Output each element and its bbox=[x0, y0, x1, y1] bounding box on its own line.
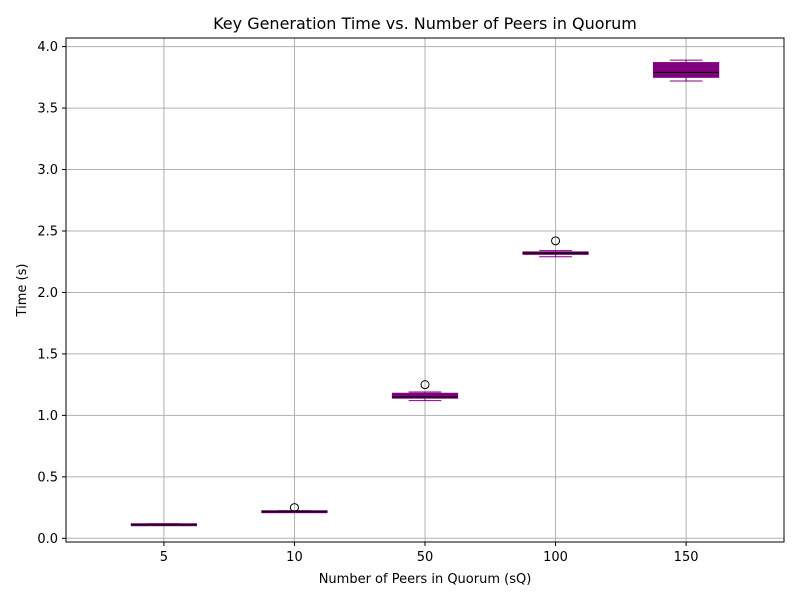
x-tick-label: 10 bbox=[286, 550, 303, 565]
box-body bbox=[391, 392, 459, 399]
box-50 bbox=[391, 380, 459, 402]
outlier-point bbox=[420, 380, 430, 390]
x-tick-label: 150 bbox=[674, 550, 699, 565]
x-tick-label: 50 bbox=[417, 550, 434, 565]
axis-ticks: 0.0 0.5 1.0 1.5 2.0 2.5 3.0 3.5 4.0 5 10 50 100 150 bbox=[37, 40, 698, 565]
box-series bbox=[130, 59, 720, 527]
y-tick-label: 2.0 bbox=[37, 286, 58, 301]
y-axis-label: Time (s) bbox=[15, 264, 30, 318]
box-body bbox=[652, 62, 720, 78]
grid-lines bbox=[66, 38, 784, 542]
y-tick-label: 3.5 bbox=[37, 102, 58, 117]
y-tick-label: 0.0 bbox=[37, 532, 58, 547]
y-tick-label: 1.5 bbox=[37, 347, 58, 362]
y-tick-label: 4.0 bbox=[37, 40, 58, 55]
y-tick-label: 2.5 bbox=[37, 224, 58, 239]
chart-title: Key Generation Time vs. Number of Peers … bbox=[213, 14, 637, 33]
x-axis-label: Number of Peers in Quorum (sQ) bbox=[319, 572, 532, 587]
y-tick-label: 3.0 bbox=[37, 163, 58, 178]
box-150 bbox=[652, 59, 720, 82]
box-5 bbox=[130, 523, 198, 527]
box-10 bbox=[261, 503, 328, 514]
x-tick-label: 100 bbox=[543, 550, 568, 565]
y-tick-label: 0.5 bbox=[37, 470, 58, 485]
x-tick-label: 5 bbox=[160, 550, 168, 565]
box-100 bbox=[522, 236, 589, 258]
y-tick-label: 1.0 bbox=[37, 409, 58, 424]
outlier-point bbox=[289, 503, 299, 513]
outlier-point bbox=[551, 236, 561, 246]
